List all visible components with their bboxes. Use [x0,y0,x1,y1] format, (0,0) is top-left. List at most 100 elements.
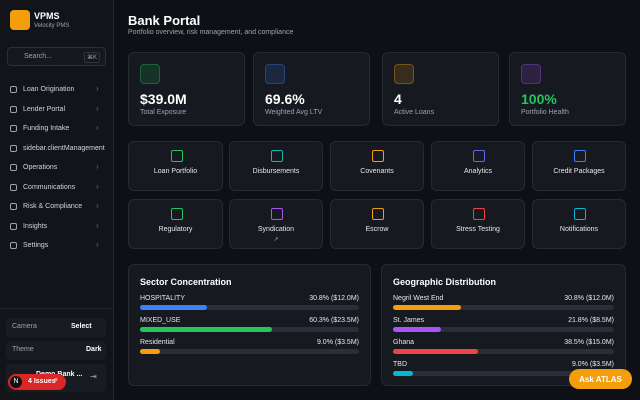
kpi-card: $39.0M Total Exposure [128,52,245,126]
nav-tile[interactable]: Notifications [532,199,626,249]
nav-tile[interactable]: Covenants [330,141,424,191]
tile-icon [473,150,485,162]
tile-label: Disbursements [252,168,300,175]
row-value: 9.0% ($3.5M) [571,361,614,368]
panel-title: Sector Concentration [140,277,232,287]
nav-label: Communications [23,183,76,191]
nav-tile[interactable]: Analytics [431,141,525,191]
bar-track [140,305,359,310]
nav-item[interactable]: Risk & Compliance › [6,199,106,215]
nav-tile[interactable]: Credit Packages [532,141,626,191]
row-value: 30.8% ($12.0M) [564,295,614,302]
nav-item[interactable]: Operations › [6,160,106,176]
logo [10,10,30,30]
tile-icon [372,150,384,162]
tile-icon [271,150,283,162]
row-name: Ghana [393,339,415,346]
bar [393,327,442,332]
row-name: Negril West End [393,295,444,302]
kpi-icon [394,64,414,84]
camera-row: Camera Select [6,318,106,337]
panel: Sector Concentration HOSPITALITY 30.8% ($1… [128,264,371,386]
badge-text: 4 Issues [28,378,56,385]
tile-icon [574,208,586,220]
nav-icon [10,125,17,132]
nav-label: Loan Origination [23,86,75,93]
nav-icon [10,222,17,230]
nav-label: sidebar.clientManagement [23,144,105,152]
kpi-card: 4 Active Loans [382,52,499,126]
nav-item[interactable]: Funding Intake › [6,121,106,137]
bar-track [393,371,614,376]
kpi-value: $39.0M [140,91,187,107]
search-box[interactable]: Search... ⌘K [7,47,106,66]
theme-value[interactable]: Dark [86,346,102,353]
row-value: 9.0% ($3.5M) [316,339,359,346]
tile-icon [170,150,183,162]
nav-icon [10,144,17,152]
nav-item[interactable]: Loan Origination › [6,82,106,98]
nav-item[interactable]: Insights › [6,219,106,235]
panel-title: Geographic Distribution [393,277,497,287]
nav-item[interactable]: Lender Portal › [6,102,106,118]
search-placeholder: Search... [24,53,53,60]
tile-label: Stress Testing [456,226,500,233]
kpi-label: Portfolio Health [521,109,569,116]
bar-track [393,327,614,332]
tile-label: Regulatory [158,226,193,233]
nav-item[interactable]: sidebar.clientManagement › [6,141,106,157]
camera-select[interactable]: Select [71,323,92,330]
nav-tile[interactable]: Syndication ↗ [229,199,323,249]
nav-item[interactable]: Settings › [6,238,106,254]
kpi-value: 4 [394,91,402,107]
panel: Geographic Distribution Negril West End 30… [381,264,626,386]
issues-badge[interactable]: N 4 Issues × [8,374,66,390]
tile-label: Escrow [365,226,389,233]
badge-close: × [54,377,59,384]
nav-tile[interactable]: Escrow [330,199,424,249]
nav-tile[interactable]: Regulatory [128,199,223,249]
bar [393,371,413,376]
tile-label: Notifications [559,226,599,233]
row-name: St. James [393,317,425,324]
badge-initial: N [10,376,22,388]
kpi-card: 100% Portfolio Health [509,52,626,126]
row-name: MIXED_USE [140,317,181,324]
kpi-icon [140,64,160,84]
logout[interactable]: ⇥ [90,372,97,381]
theme-label: Theme [12,346,34,353]
nav-tile[interactable]: Loan Portfolio [128,141,223,191]
nav-label: Lender Portal [23,105,66,113]
sidebar: VPMS Velocity PMS Search... ⌘K Loan Originat… [0,0,114,400]
nav-item[interactable]: Communications › [6,180,106,196]
nav-icon [10,242,17,249]
kpi-label: Weighted Avg LTV [265,109,323,116]
nav-chevron: › [96,240,99,249]
nav-label: Settings [23,242,49,249]
nav-icon [10,203,17,210]
nav-label: Risk & Compliance [23,203,83,210]
bar-track [393,349,614,354]
camera-label: Camera [12,323,37,330]
bar [140,305,208,310]
kpi-icon [521,64,541,84]
nav-tile[interactable]: Disbursements [229,141,323,191]
nav-chevron: › [96,142,99,152]
nav-tile[interactable]: Stress Testing [431,199,525,249]
kpi-label: Total Exposure [140,109,187,116]
row-value: 21.8% ($8.5M) [568,317,614,324]
row-value: 38.5% ($15.0M) [564,339,614,346]
nav-label: Funding Intake [23,125,70,132]
nav-chevron: › [96,103,99,113]
tile-icon [170,208,183,220]
row-name: Residential [140,339,175,346]
ask-atlas-button[interactable]: Ask ATLAS [569,369,632,389]
tile-label: Credit Packages [553,168,605,175]
tile-sub: ↗ [273,237,279,243]
divider [0,308,113,309]
tile-label: Analytics [463,168,492,175]
tile-label: Syndication [257,226,295,233]
kpi-card: 69.6% Weighted Avg LTV [253,52,370,126]
